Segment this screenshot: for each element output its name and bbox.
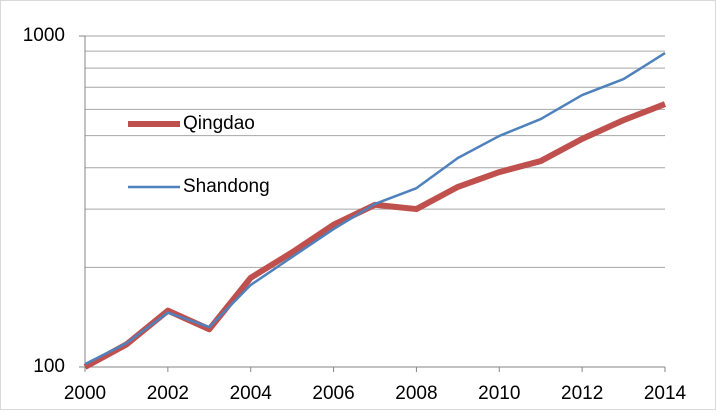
x-tick-label: 2004 <box>230 383 273 404</box>
legend-label: Shandong <box>183 176 270 197</box>
x-tick-label: 2008 <box>395 383 437 404</box>
x-tick-label: 2002 <box>147 383 189 404</box>
series-line <box>83 101 667 370</box>
y-tick-label: 1000 <box>23 25 65 46</box>
y-tick-label: 100 <box>33 356 65 377</box>
x-tick-label: 2006 <box>312 383 354 404</box>
x-tick-label: 2000 <box>64 383 106 404</box>
x-tick-label: 2014 <box>644 383 687 404</box>
x-tick-label: 2012 <box>561 383 603 404</box>
x-tick-label: 2010 <box>478 383 520 404</box>
series-line <box>84 52 666 366</box>
legend-label: Qingdao <box>183 113 255 134</box>
